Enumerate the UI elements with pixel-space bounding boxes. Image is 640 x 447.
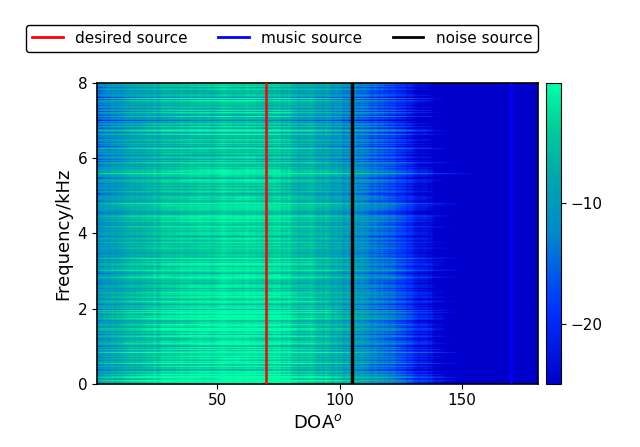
X-axis label: DOA$^o$: DOA$^o$ [292,414,342,432]
Y-axis label: Frequency/kHz: Frequency/kHz [54,167,72,299]
Legend: desired source, music source, noise source: desired source, music source, noise sour… [26,25,538,52]
